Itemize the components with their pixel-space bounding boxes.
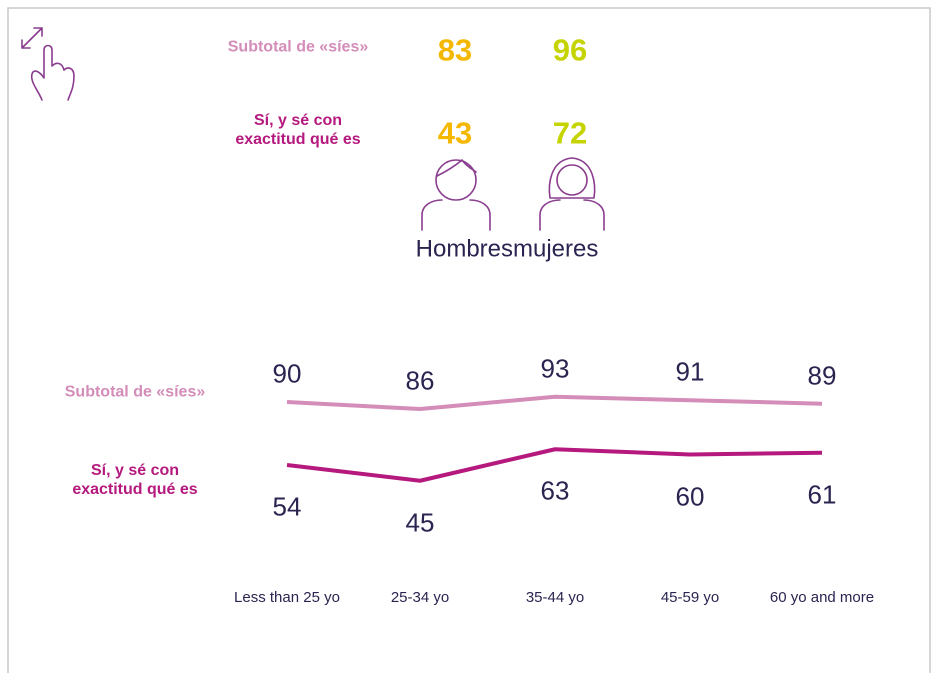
group-name: mujeres: [513, 235, 599, 263]
row-label: Sí, y sé con exactitud qué es: [235, 111, 361, 148]
line: [286, 447, 823, 483]
x-tick-label: 45-59 yo: [660, 589, 720, 606]
data-label: 91: [675, 356, 705, 387]
x-tick-label: 60 yo and more: [769, 589, 875, 606]
data-label: 45: [405, 507, 435, 538]
woman-icon: [539, 157, 605, 231]
frame: [7, 7, 931, 673]
data-label: 61: [807, 479, 837, 510]
x-tick-label: 35-44 yo: [525, 589, 585, 606]
data-label: 89: [807, 360, 837, 391]
group-value: 83: [437, 32, 473, 68]
data-label: 86: [405, 365, 435, 396]
pinch-icon: [21, 27, 75, 101]
x-tick-label: 25-34 yo: [390, 589, 450, 606]
group-value: 43: [437, 115, 473, 151]
data-label: 60: [675, 480, 705, 511]
group-name: Hombres: [415, 235, 513, 263]
man-icon: [421, 159, 491, 231]
line: [286, 394, 823, 411]
data-label: 90: [272, 358, 302, 389]
legend-label: Subtotal de «síes»: [64, 383, 206, 401]
x-tick-label: Less than 25 yo: [234, 589, 340, 606]
data-label: 93: [540, 353, 570, 384]
group-value: 96: [552, 32, 588, 68]
row-label: Subtotal de «síes»: [227, 38, 369, 56]
data-label: 63: [540, 475, 570, 506]
legend-label: Sí, y sé con exactitud qué es: [72, 461, 198, 498]
group-value: 72: [552, 115, 588, 151]
data-label: 54: [272, 491, 302, 522]
